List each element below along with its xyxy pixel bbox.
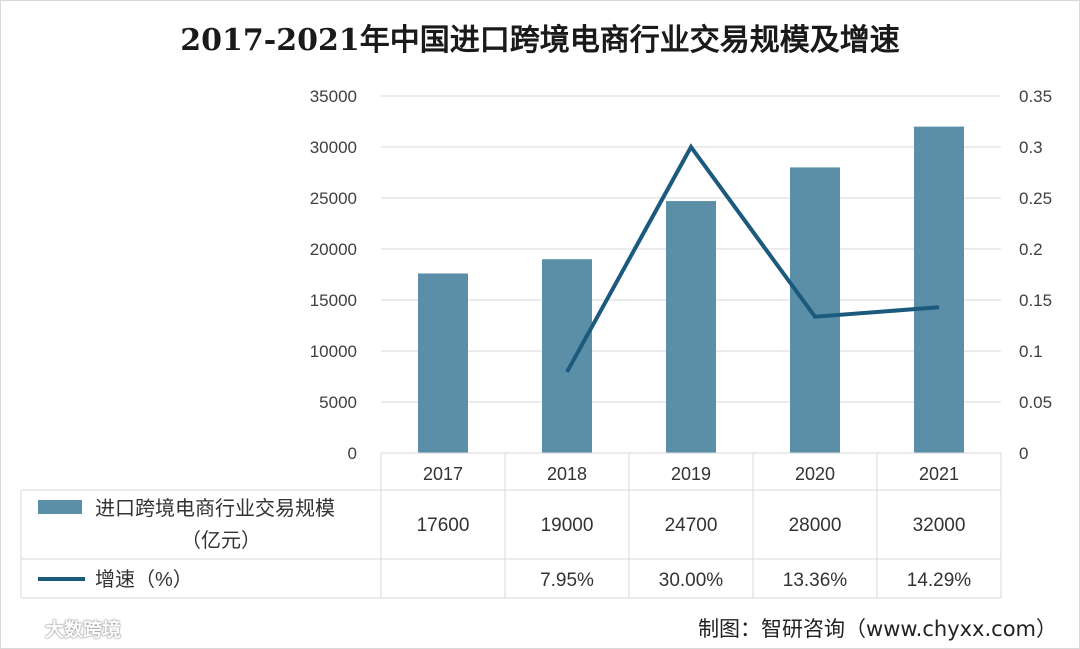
y-right-tick-label: 0.25 [1019,189,1052,208]
x-tick-label: 2020 [795,464,835,484]
y-right-tick-label: 0.05 [1019,393,1052,412]
x-tick-label: 2018 [547,464,587,484]
table-value-growth: 30.00% [659,570,724,591]
y-right-tick-label: 0.3 [1019,138,1043,157]
table-value-volume: 28000 [789,515,842,536]
legend-bar-label: 进口跨境电商行业交易规模 [95,497,335,520]
table-value-growth: 14.29% [907,570,972,591]
x-tick-label: 2021 [919,464,959,484]
table-value-growth: 13.36% [783,570,848,591]
table-value-volume: 17600 [417,515,470,536]
y-left-tick-label: 0 [348,444,357,463]
bar [418,273,468,453]
x-tick-label: 2017 [423,464,463,484]
legend-line-label: 增速（%） [95,568,193,591]
bar [666,201,716,453]
source-credit: 制图：智研咨询（www.chyxx.com） [698,617,1057,641]
x-tick-label: 2019 [671,464,711,484]
y-right-tick-label: 0.2 [1019,240,1043,259]
y-right-tick-label: 0 [1019,444,1028,463]
watermark-text: 大数跨境 [45,619,122,641]
y-left-tick-label: 25000 [310,189,357,208]
bar [790,167,840,453]
y-left-tick-label: 20000 [310,240,357,259]
bar [914,126,964,453]
y-left-tick-label: 5000 [319,393,357,412]
y-right-tick-label: 0.35 [1019,87,1052,106]
table-value-growth: 7.95% [540,570,594,591]
watermark-logo-icon [13,620,41,638]
watermark: 大数跨境 [13,615,121,642]
legend-bar-swatch [38,500,82,514]
growth-line [565,143,940,373]
y-left-tick-label: 15000 [310,291,357,310]
y-left-tick-label: 30000 [310,138,357,157]
y-left-tick-label: 35000 [310,87,357,106]
y-right-tick-label: 0.15 [1019,291,1052,310]
table-value-volume: 24700 [665,515,718,536]
table-value-volume: 32000 [913,515,966,536]
y-left-tick-label: 10000 [310,342,357,361]
chart-title: 2017-2021年中国进口跨境电商行业交易规模及增速 [180,23,900,58]
bar [542,259,592,453]
table-value-volume: 19000 [541,515,594,536]
legend-bar-unit: （亿元） [181,529,261,552]
y-right-tick-label: 0.1 [1019,342,1043,361]
